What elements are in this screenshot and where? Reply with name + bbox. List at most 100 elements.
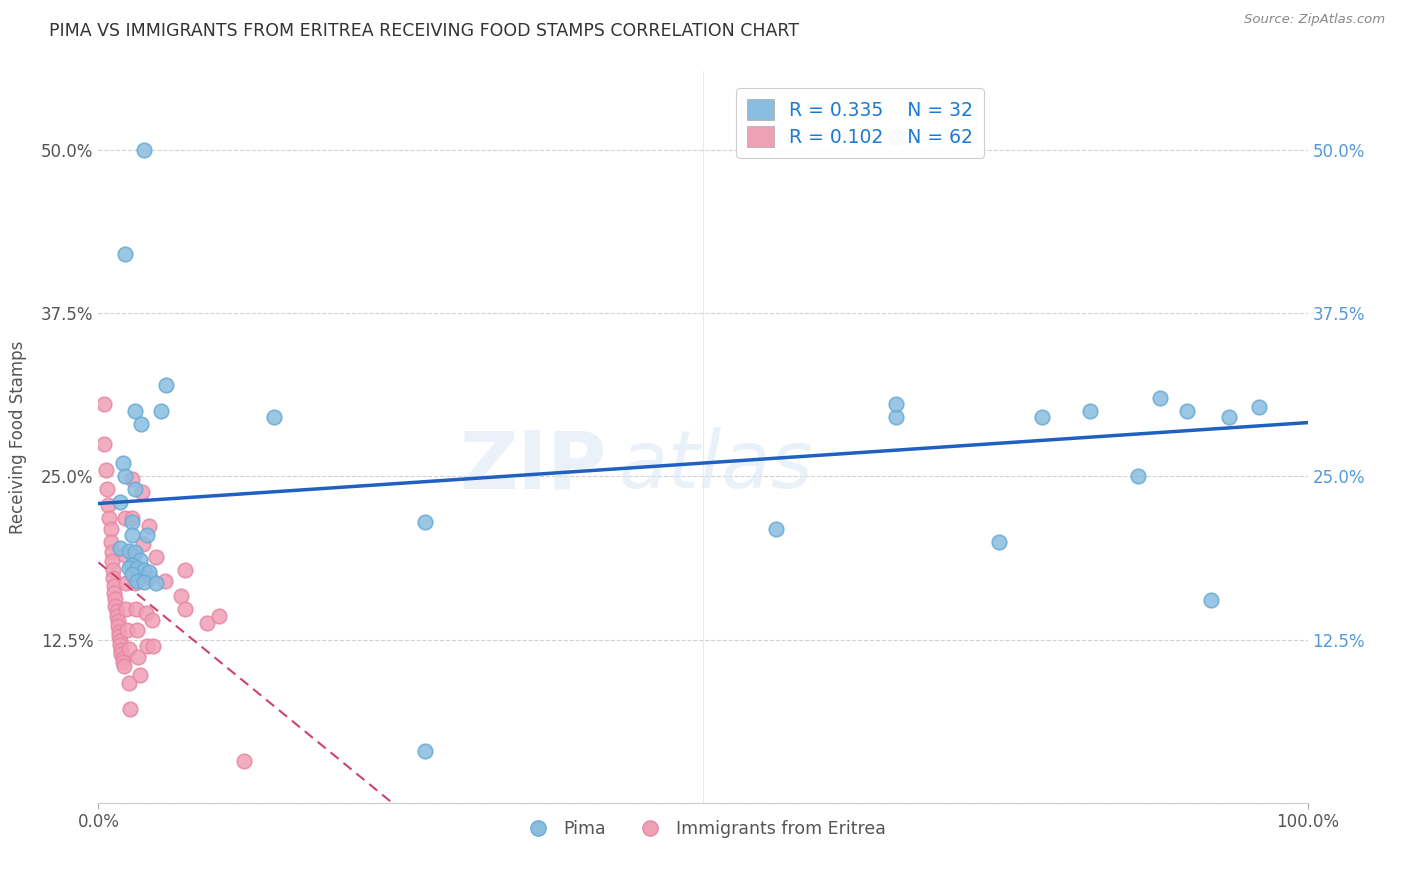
Point	[118, 543, 141, 558]
Point	[124, 404, 146, 418]
Point	[118, 641, 141, 656]
Point	[124, 483, 146, 497]
Point	[108, 541, 131, 555]
Point	[131, 485, 153, 500]
Point	[104, 599, 127, 613]
Point	[114, 247, 136, 261]
Point	[122, 548, 145, 562]
Point	[263, 410, 285, 425]
Point	[104, 592, 127, 607]
Point	[115, 576, 138, 591]
Point	[138, 519, 160, 533]
Point	[1078, 404, 1101, 418]
Point	[139, 571, 162, 585]
Point	[886, 410, 908, 425]
Point	[127, 649, 149, 664]
Point	[93, 397, 115, 411]
Point	[105, 609, 128, 624]
Point	[135, 607, 157, 621]
Point	[100, 554, 122, 568]
Point	[988, 534, 1011, 549]
Text: Source: ZipAtlas.com: Source: ZipAtlas.com	[1244, 13, 1385, 27]
Point	[153, 574, 176, 588]
Point	[127, 560, 149, 574]
Point	[1149, 391, 1171, 405]
Point	[108, 638, 131, 652]
Point	[127, 574, 149, 588]
Point	[100, 545, 122, 559]
Point	[145, 576, 167, 591]
Point	[107, 619, 129, 633]
Point	[142, 639, 165, 653]
Point	[108, 633, 131, 648]
Point	[1175, 404, 1198, 418]
Point	[118, 675, 141, 690]
Point	[108, 495, 131, 509]
Point	[169, 590, 191, 604]
Point	[1031, 410, 1053, 425]
Point	[115, 602, 138, 616]
Point	[138, 565, 160, 579]
Point	[121, 472, 143, 486]
Point	[96, 483, 118, 497]
Point	[118, 560, 141, 574]
Text: PIMA VS IMMIGRANTS FROM ERITREA RECEIVING FOOD STAMPS CORRELATION CHART: PIMA VS IMMIGRANTS FROM ERITREA RECEIVIN…	[49, 22, 799, 40]
Point	[121, 567, 143, 582]
Point	[97, 498, 120, 512]
Point	[110, 647, 132, 661]
Point	[98, 511, 121, 525]
Point	[117, 624, 139, 638]
Point	[118, 702, 141, 716]
Point	[886, 397, 908, 411]
Point	[127, 624, 149, 638]
Point	[103, 585, 125, 599]
Point	[121, 528, 143, 542]
Point	[110, 643, 132, 657]
Point	[135, 528, 157, 542]
Point	[124, 545, 146, 559]
Point	[195, 615, 218, 630]
Point	[101, 571, 124, 585]
Point	[114, 511, 136, 525]
Point	[128, 553, 150, 567]
Point	[128, 667, 150, 681]
Point	[121, 511, 143, 525]
Point	[155, 377, 177, 392]
Point	[1249, 400, 1271, 414]
Point	[121, 558, 143, 573]
Point	[121, 515, 143, 529]
Point	[134, 570, 156, 584]
Point	[135, 639, 157, 653]
Text: ZIP: ZIP	[458, 427, 606, 506]
Point	[134, 143, 156, 157]
Point	[101, 563, 124, 577]
Point	[150, 404, 173, 418]
Point	[111, 655, 134, 669]
Point	[1199, 593, 1222, 607]
Point	[94, 463, 117, 477]
Point	[141, 613, 163, 627]
Point	[108, 629, 131, 643]
Point	[413, 743, 436, 757]
Point	[765, 521, 787, 535]
Point	[1218, 410, 1240, 425]
Point	[145, 550, 167, 565]
Point	[111, 456, 134, 470]
Point	[232, 754, 254, 768]
Legend: Pima, Immigrants from Eritrea: Pima, Immigrants from Eritrea	[513, 814, 893, 846]
Point	[114, 548, 136, 562]
Y-axis label: Receiving Food Stamps: Receiving Food Stamps	[8, 341, 27, 533]
Point	[103, 579, 125, 593]
Point	[886, 129, 908, 144]
Point	[124, 576, 146, 591]
Point	[134, 563, 156, 577]
Point	[174, 563, 197, 577]
Point	[100, 521, 122, 535]
Point	[108, 624, 131, 639]
Point	[112, 658, 135, 673]
Point	[125, 602, 148, 616]
Point	[114, 469, 136, 483]
Point	[105, 604, 128, 618]
Point	[111, 650, 134, 665]
Point	[1128, 469, 1150, 483]
